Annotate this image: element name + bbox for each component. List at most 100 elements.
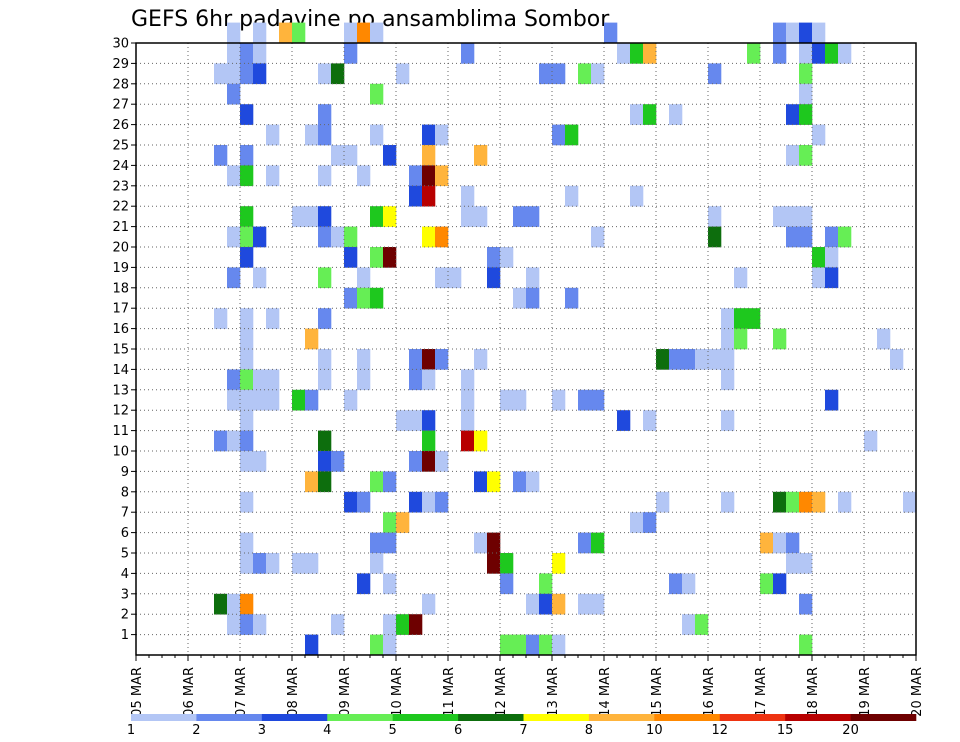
heatmap-cell	[422, 349, 436, 370]
colorbar-label: 15	[777, 723, 794, 738]
heatmap-cell	[266, 389, 280, 411]
heatmap-cell	[240, 145, 254, 166]
colorbar-label: 12	[711, 723, 728, 738]
y-tick-label: 24	[112, 159, 129, 174]
heatmap-cell	[318, 104, 332, 125]
heatmap-cell	[799, 553, 813, 574]
heatmap-cell	[825, 247, 839, 268]
heatmap-cell	[422, 369, 436, 391]
heatmap-cell	[305, 634, 319, 656]
heatmap-cell	[240, 226, 254, 248]
heatmap-cell	[643, 410, 657, 431]
heatmap-cell	[552, 63, 566, 85]
heatmap-cell	[539, 573, 553, 595]
heatmap-cell	[331, 226, 345, 248]
heatmap-cell	[409, 451, 423, 472]
y-tick-label: 4	[121, 567, 129, 582]
y-tick-label: 25	[112, 139, 129, 154]
heatmap-cell	[812, 247, 826, 268]
heatmap-cell	[305, 553, 319, 574]
colorbar-swatch	[261, 714, 328, 721]
heatmap-cell	[721, 308, 735, 329]
heatmap-cell	[292, 389, 306, 411]
heatmap-cell	[227, 165, 241, 187]
x-tick-label: 15 MAR	[650, 667, 665, 717]
heatmap-cell	[266, 165, 280, 187]
heatmap-cell	[799, 206, 813, 227]
colorbar-swatch	[523, 714, 590, 721]
colorbar-label: 20	[842, 723, 859, 738]
heatmap-cell	[240, 451, 254, 472]
y-tick-label: 1	[121, 628, 129, 643]
heatmap-cell	[461, 389, 475, 411]
heatmap-cell	[214, 308, 228, 329]
heatmap-cell	[331, 451, 345, 472]
heatmap-cell	[253, 614, 267, 635]
heatmap-cell	[344, 226, 358, 248]
heatmap-cell	[708, 349, 722, 370]
heatmap-cell	[513, 634, 527, 656]
heatmap-cell	[734, 267, 748, 289]
heatmap-cell	[344, 145, 358, 166]
heatmap-cell	[669, 104, 683, 125]
heatmap-cell	[383, 206, 397, 227]
heatmap-cell	[500, 247, 514, 268]
heatmap-cell	[500, 389, 514, 411]
heatmap-cell	[474, 145, 488, 166]
heatmap-cell	[227, 593, 241, 615]
colorbar-swatch	[719, 714, 786, 721]
heatmap-cell	[383, 247, 397, 268]
heatmap-cell	[578, 593, 592, 615]
heatmap-cell	[435, 165, 449, 187]
heatmap-cell	[617, 43, 631, 64]
heatmap-cell	[487, 553, 501, 574]
heatmap-cell	[435, 451, 449, 472]
heatmap-cell	[227, 226, 241, 248]
colorbar-label: 4	[323, 723, 331, 738]
heatmap-cell	[474, 430, 488, 452]
colorbar-swatch	[392, 714, 459, 721]
y-tick-label: 11	[112, 424, 129, 439]
heatmap-cell	[214, 63, 228, 85]
heatmap-cell	[266, 369, 280, 391]
heatmap-cell	[799, 22, 813, 44]
heatmap-cell	[240, 410, 254, 431]
colorbar-label: 2	[192, 723, 200, 738]
heatmap-cell	[383, 145, 397, 166]
heatmap-cell	[643, 43, 657, 64]
heatmap-cells	[214, 22, 917, 656]
heatmap-cell	[591, 532, 605, 554]
heatmap-cell	[825, 389, 839, 411]
heatmap-cell	[526, 267, 540, 289]
heatmap-cell	[318, 308, 332, 329]
heatmap-cell	[643, 104, 657, 125]
heatmap-cell	[838, 491, 852, 513]
y-tick-label: 16	[112, 322, 129, 337]
y-tick-label: 18	[112, 281, 129, 296]
heatmap-cell	[838, 43, 852, 64]
heatmap-cell	[370, 471, 384, 493]
heatmap-cell	[266, 124, 280, 146]
heatmap-cell	[240, 532, 254, 554]
y-tick-label: 7	[121, 506, 129, 521]
heatmap-cell	[227, 43, 241, 64]
heatmap-cell	[318, 124, 332, 146]
heatmap-cell	[396, 614, 410, 635]
heatmap-cell	[786, 491, 800, 513]
heatmap-cell	[656, 349, 670, 370]
heatmap-cell	[240, 614, 254, 635]
heatmap-cell	[448, 267, 462, 289]
heatmap-cell	[253, 369, 267, 391]
colorbar-label: 6	[454, 723, 462, 738]
heatmap-cell	[292, 553, 306, 574]
heatmap-cell	[240, 430, 254, 452]
heatmap-cell	[773, 328, 787, 350]
heatmap-cell	[240, 104, 254, 125]
heatmap-cell	[396, 63, 410, 85]
heatmap-cell	[721, 410, 735, 431]
heatmap-cell	[240, 553, 254, 574]
heatmap-cell	[786, 145, 800, 166]
heatmap-cell	[682, 349, 696, 370]
x-tick-label: 11 MAR	[442, 667, 457, 717]
heatmap-cell	[513, 287, 527, 309]
